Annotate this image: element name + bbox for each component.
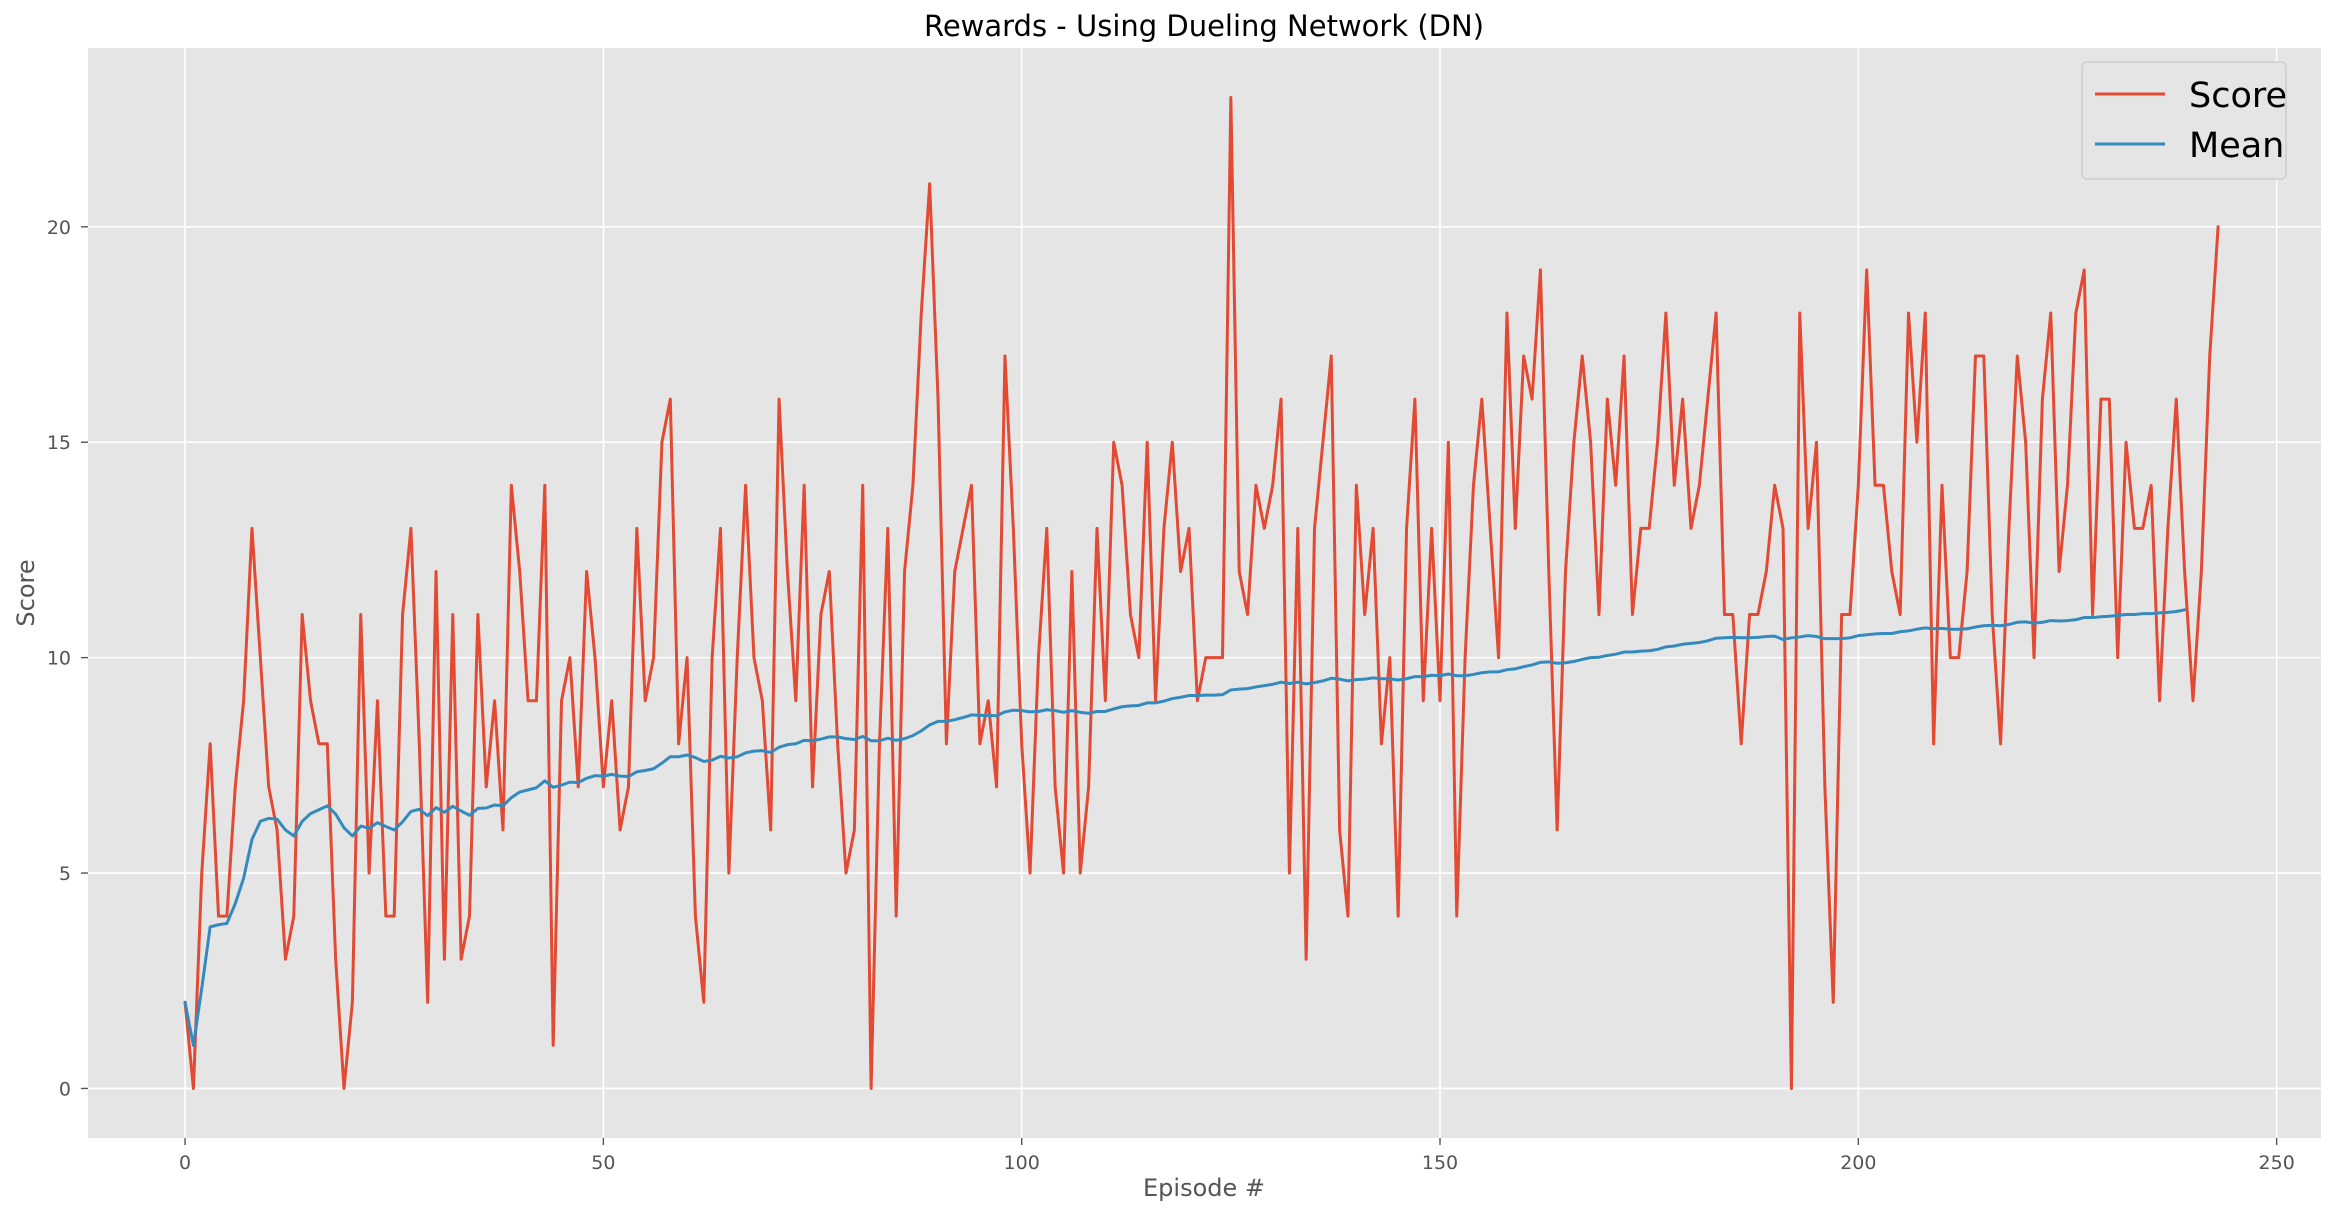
x-tick-label: 0 <box>179 1152 191 1174</box>
x-tick-label: 50 <box>591 1152 615 1174</box>
x-axis-title: Episode # <box>1143 1174 1265 1202</box>
series-line-score <box>183 96 2220 1090</box>
y-tick-label: 5 <box>59 863 71 885</box>
y-tick-label: 20 <box>47 217 71 239</box>
legend-box <box>2081 61 2287 180</box>
y-tick-label: 0 <box>59 1078 71 1100</box>
plot-background <box>88 48 2321 1138</box>
series-line-mean <box>183 608 2187 1047</box>
x-tick-label: 100 <box>1004 1152 1040 1174</box>
x-tick-label: 150 <box>1422 1152 1458 1174</box>
legend-label-mean: Mean <box>2189 126 2284 166</box>
y-axis-title: Score <box>12 559 40 626</box>
y-tick-label: 10 <box>47 648 71 670</box>
series-lines <box>183 96 2220 1090</box>
legend: Score Mean <box>2081 61 2287 180</box>
x-tick-label: 250 <box>2259 1152 2295 1174</box>
x-tick-label: 200 <box>1840 1152 1876 1174</box>
y-tick-label: 15 <box>47 432 71 454</box>
x-gridlines <box>184 48 2278 1145</box>
legend-label-score: Score <box>2189 76 2287 116</box>
x-tick-labels: 0 50 100 150 200 250 <box>179 1152 2295 1174</box>
chart-title: Rewards - Using Dueling Network (DN) <box>924 9 1484 43</box>
y-tick-labels: 0 5 10 15 20 <box>47 217 71 1101</box>
